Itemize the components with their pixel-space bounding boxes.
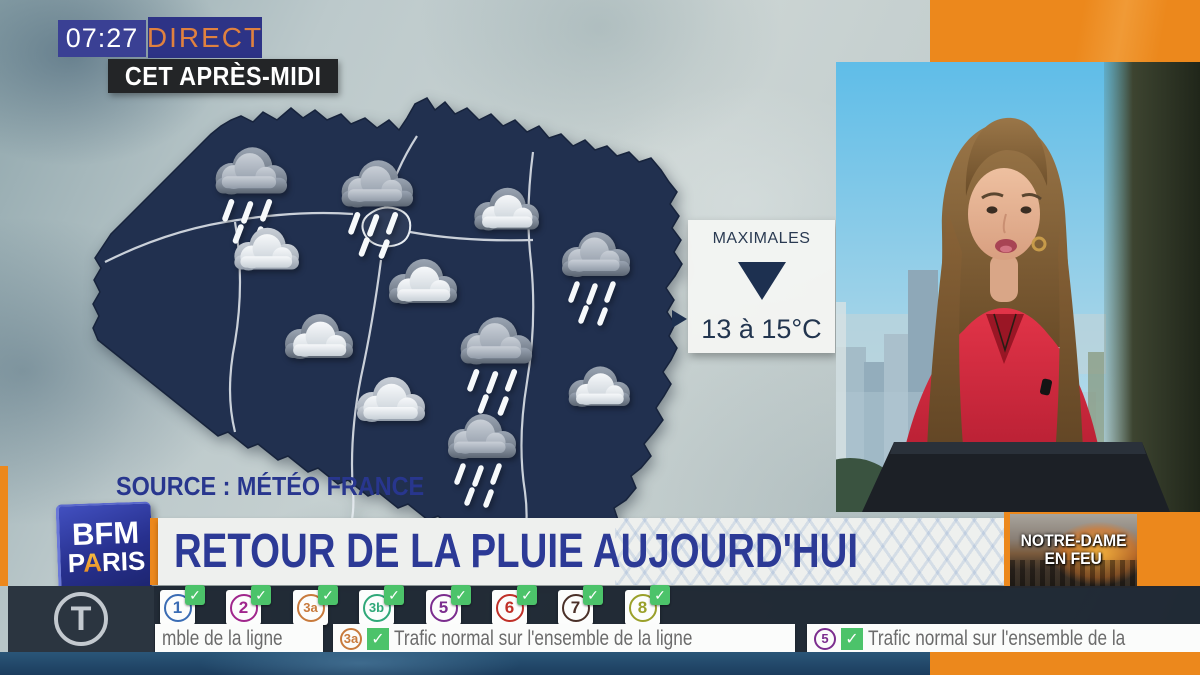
headline-accent-bar	[150, 518, 158, 585]
side-story-line1: NOTRE-DAME	[1020, 531, 1127, 550]
metro-line-badge-2: 2 ✓	[226, 585, 271, 625]
window-frame	[836, 302, 846, 512]
live-badge: DIRECT	[146, 17, 264, 58]
channel-logo: BFM PARIS	[55, 501, 154, 591]
fringe	[965, 117, 1048, 196]
earring	[1031, 236, 1047, 252]
metro-line-number: 8	[628, 593, 657, 622]
side-story-line2: EN FEU	[1044, 549, 1103, 568]
clock-badge: 07:27	[58, 20, 146, 57]
source-attribution: SOURCE : MÉTÉO FRANCE	[116, 471, 458, 502]
pointer-right-icon	[672, 310, 687, 328]
source-attribution-text: SOURCE : MÉTÉO FRANCE	[116, 471, 425, 501]
metro-line-badge-7: 7 ✓	[558, 585, 603, 625]
presenter-video	[836, 62, 1200, 512]
status-ok-check-icon: ✓	[384, 585, 404, 605]
headline-banner: RETOUR DE LA PLUIE AUJOURD'HUI	[158, 518, 1004, 585]
bottom-strip	[0, 652, 1200, 675]
lavalier-mic-icon	[1040, 378, 1052, 396]
metro-line-badge-8: 8 ✓	[625, 585, 670, 625]
metro-line-number: 1	[163, 593, 192, 622]
orange-left-strip	[0, 466, 8, 586]
metro-line-number: 5	[429, 593, 458, 622]
tram-logo-icon: T	[54, 592, 108, 646]
side-story-thumbnail: NOTRE-DAME EN FEU	[1010, 514, 1137, 586]
paris-outline	[361, 206, 412, 248]
metro-line-badge-1: 1 ✓	[160, 585, 205, 625]
status-ok-check-icon: ✓	[318, 585, 338, 605]
metro-line-number: 2	[229, 593, 258, 622]
clock-time: 07:27	[65, 23, 139, 53]
metro-line-number: 6	[495, 593, 524, 622]
forecast-period-label: CET APRÈS-MIDI	[124, 60, 322, 91]
orange-top-band	[930, 0, 1200, 62]
status-ok-check-icon: ✓	[650, 585, 670, 605]
laptop	[862, 442, 1170, 512]
metro-line-badge-3a: 3a ✓	[293, 585, 338, 625]
status-ok-check-icon: ✓	[451, 585, 471, 605]
status-ok-check-icon: ✓	[583, 585, 603, 605]
channel-logo-line2: PARIS	[67, 545, 146, 579]
metro-line-status-row: 1 ✓ 2 ✓ 3a ✓ 3b ✓ 5 ✓ 6 ✓ 7 ✓ 8 ✓	[160, 585, 720, 626]
eiffel-tower-a-icon: A	[82, 547, 103, 578]
status-ok-check-icon: ✓	[251, 585, 271, 605]
metro-line-badge-6: 6 ✓	[492, 585, 537, 625]
max-temperature-title: MAXIMALES	[712, 230, 811, 247]
bottom-strip-orange	[930, 652, 1200, 675]
forecast-period-badge: CET APRÈS-MIDI	[108, 59, 338, 93]
status-ok-check-icon: ✓	[517, 585, 537, 605]
metro-line-badge-3b: 3b ✓	[359, 585, 404, 625]
max-temperature-value: 13 à 15°C	[701, 314, 822, 344]
triangle-down-icon	[737, 262, 786, 300]
metro-line-badge-5: 5 ✓	[426, 585, 471, 625]
metro-line-number: 3a	[296, 593, 325, 622]
face	[968, 168, 1040, 260]
live-label: DIRECT	[146, 21, 264, 53]
status-ok-check-icon: ✓	[185, 585, 205, 605]
max-temperature-card: MAXIMALES 13 à 15°C	[688, 220, 835, 353]
headline-text: RETOUR DE LA PLUIE AUJOURD'HUI	[174, 525, 859, 578]
presenter-scene	[836, 62, 1200, 512]
presenter	[894, 117, 1108, 512]
transit-logo-box: T	[8, 586, 154, 652]
metro-line-number: 7	[561, 593, 590, 622]
tree-trunk	[1104, 62, 1200, 512]
metro-line-number: 3b	[362, 593, 391, 622]
department-borders	[104, 135, 535, 551]
neck	[990, 254, 1018, 302]
